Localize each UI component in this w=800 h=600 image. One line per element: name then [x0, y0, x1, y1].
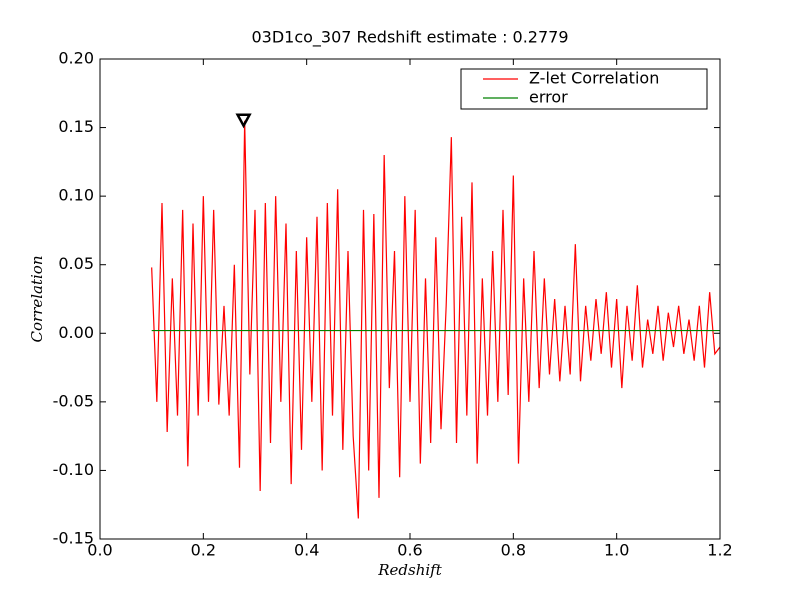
- x-tick-label: 0.0: [87, 541, 112, 560]
- x-tick-label: 0.6: [397, 541, 422, 560]
- y-tick-label: 0.20: [58, 49, 94, 68]
- chart-title: 03D1co_307 Redshift estimate : 0.2779: [251, 28, 568, 48]
- y-tick-label: -0.05: [53, 391, 94, 410]
- x-tick-label: 1.0: [604, 541, 629, 560]
- x-tick-label: 0.2: [191, 541, 216, 560]
- y-tick-label: -0.10: [53, 460, 94, 479]
- x-tick-label: 0.4: [294, 541, 319, 560]
- plot-frame: [99, 58, 721, 540]
- y-tick-label: 0.05: [58, 254, 94, 273]
- legend-label: Z-let Correlation: [529, 69, 659, 88]
- y-tick-label: 0.00: [58, 323, 94, 342]
- y-tick-label: -0.15: [53, 529, 94, 548]
- x-tick-label: 0.8: [501, 541, 526, 560]
- x-axis-label: Redshift: [377, 561, 442, 579]
- y-tick-label: 0.10: [58, 186, 94, 205]
- peak-marker: [235, 113, 252, 129]
- series-line: [151, 120, 721, 519]
- y-tick-label: 0.15: [58, 117, 94, 136]
- y-axis-label: Correlation: [28, 256, 46, 343]
- x-tick-label: 1.2: [707, 541, 732, 560]
- legend-label: error: [529, 88, 568, 107]
- legend-box: [460, 68, 708, 110]
